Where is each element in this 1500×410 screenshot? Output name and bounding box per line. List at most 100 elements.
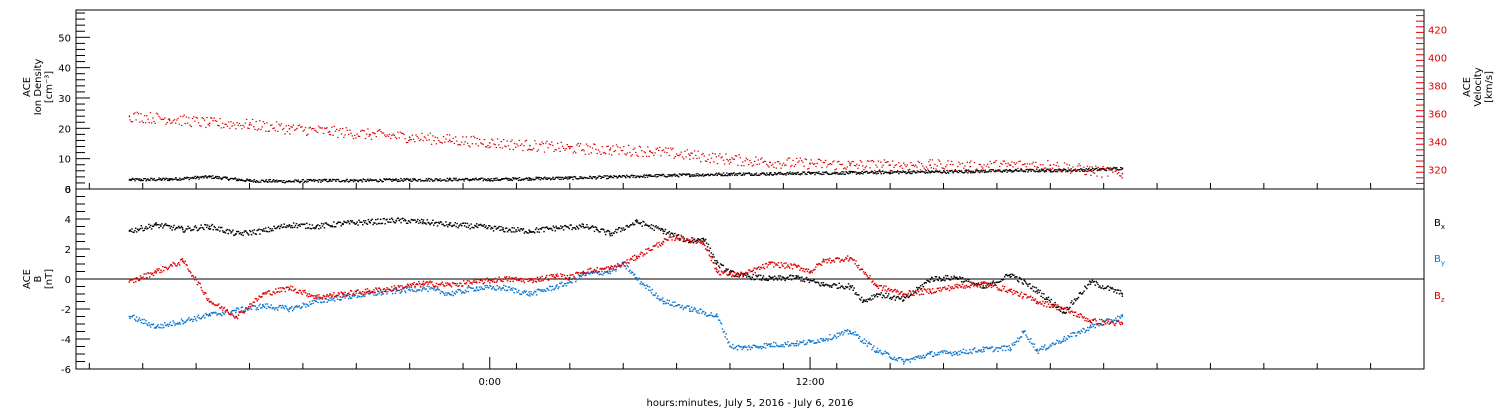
field-dot-by xyxy=(278,304,281,307)
velocity-dot xyxy=(1107,175,1109,177)
field-dot-by xyxy=(972,349,974,351)
field-dot-bx xyxy=(907,296,910,299)
velocity-dot xyxy=(857,167,859,169)
density-dot xyxy=(886,172,888,174)
velocity-dot xyxy=(1021,164,1024,166)
velocity-dot xyxy=(1053,163,1055,166)
field-dot-bz xyxy=(410,285,413,287)
field-dot-by xyxy=(1074,335,1077,337)
density-dot xyxy=(850,170,852,173)
velocity-dot xyxy=(700,161,702,163)
field-dot-bx xyxy=(470,223,472,225)
velocity-dot xyxy=(336,128,338,130)
field-dot-bz xyxy=(731,275,733,278)
field-dot-bx xyxy=(311,224,314,226)
field-dot-by xyxy=(639,283,641,285)
velocity-dot xyxy=(563,147,565,149)
field-dot-bz xyxy=(218,303,220,305)
field-dot-bz xyxy=(556,273,558,275)
velocity-dot xyxy=(486,146,488,148)
field-dot-bx xyxy=(879,294,882,296)
field-dot-by xyxy=(1062,340,1065,342)
density-dot xyxy=(935,171,938,173)
velocity-dot xyxy=(321,127,323,129)
density-dot xyxy=(484,178,486,180)
field-dot-bx xyxy=(544,226,546,229)
density-dot xyxy=(482,180,485,182)
field-dot-bx xyxy=(155,222,157,224)
field-dot-by xyxy=(909,361,911,363)
field-dot-bz xyxy=(490,279,493,282)
field-dot-bz xyxy=(246,307,248,309)
field-dot-bx xyxy=(825,283,827,286)
velocity-dot xyxy=(530,149,532,151)
field-dot-bx xyxy=(516,230,518,233)
density-dot xyxy=(738,173,740,175)
field-dot-bx xyxy=(817,281,819,283)
density-dot xyxy=(578,177,581,179)
field-dot-by-point xyxy=(662,300,665,303)
field-dot-bx xyxy=(152,225,155,227)
field-dot-bx xyxy=(591,225,594,227)
density-dot xyxy=(854,171,857,173)
velocity-dot xyxy=(702,152,704,155)
field-dot-by xyxy=(710,312,712,314)
field-dot-bx xyxy=(1042,296,1044,299)
field-dot-bz xyxy=(531,279,533,281)
field-dot-bz xyxy=(460,282,462,285)
field-dot-bz xyxy=(721,271,724,273)
field-dot-bx xyxy=(868,299,870,301)
velocity-dot xyxy=(1056,161,1059,164)
velocity-dot xyxy=(400,132,403,134)
field-dot-bz xyxy=(159,271,161,274)
density-dot xyxy=(951,171,954,173)
field-dot-bx xyxy=(442,223,444,225)
field-dot-bx xyxy=(568,227,570,230)
density-dot xyxy=(513,178,515,180)
field-dot-bx xyxy=(378,222,381,225)
velocity-dot xyxy=(517,145,519,147)
velocity-dot xyxy=(561,145,564,147)
velocity-dot xyxy=(846,166,848,168)
field-dot-bx xyxy=(259,233,261,235)
density-dot xyxy=(1087,167,1090,170)
field-dot-by xyxy=(766,344,768,347)
field-dot-bz xyxy=(153,271,156,274)
field-dot-bz xyxy=(630,257,632,260)
field-dot-bx xyxy=(651,228,654,230)
field-dot-bz xyxy=(317,296,319,298)
field-dot-by xyxy=(294,305,297,308)
field-dot-bx xyxy=(571,228,573,231)
velocity-dot xyxy=(536,150,538,152)
velocity-dot xyxy=(947,160,949,162)
density-dot xyxy=(535,176,537,178)
field-dot-by xyxy=(263,305,265,307)
density-dot xyxy=(133,178,135,180)
density-dot xyxy=(1067,171,1069,173)
field-dot-bz xyxy=(234,317,236,319)
field-dot-bx xyxy=(425,223,427,225)
field-dot-bx xyxy=(384,223,386,225)
field-dot-by xyxy=(649,289,652,292)
velocity-dot xyxy=(786,159,788,161)
density-dot xyxy=(372,179,375,181)
field-dot-bx xyxy=(162,227,164,229)
field-dot-by xyxy=(531,293,533,295)
field-dot-by xyxy=(981,351,983,353)
velocity-dot xyxy=(137,113,140,115)
field-dot-bx xyxy=(140,225,143,227)
density-dot xyxy=(549,179,552,181)
density-dot xyxy=(237,179,240,182)
field-dot-by xyxy=(1037,352,1039,354)
field-dot-by xyxy=(702,310,704,313)
field-dot-bx xyxy=(271,228,273,230)
field-dot-bx xyxy=(1110,288,1112,290)
field-dot-by xyxy=(1116,319,1118,321)
density-dot xyxy=(167,179,169,182)
velocity-dot xyxy=(760,158,762,160)
field-dot-bx-point xyxy=(795,276,798,279)
field-dot-bz xyxy=(253,301,256,303)
density-dot xyxy=(1083,169,1086,171)
field-dot-by xyxy=(824,339,826,342)
field-dot-by xyxy=(374,292,376,294)
